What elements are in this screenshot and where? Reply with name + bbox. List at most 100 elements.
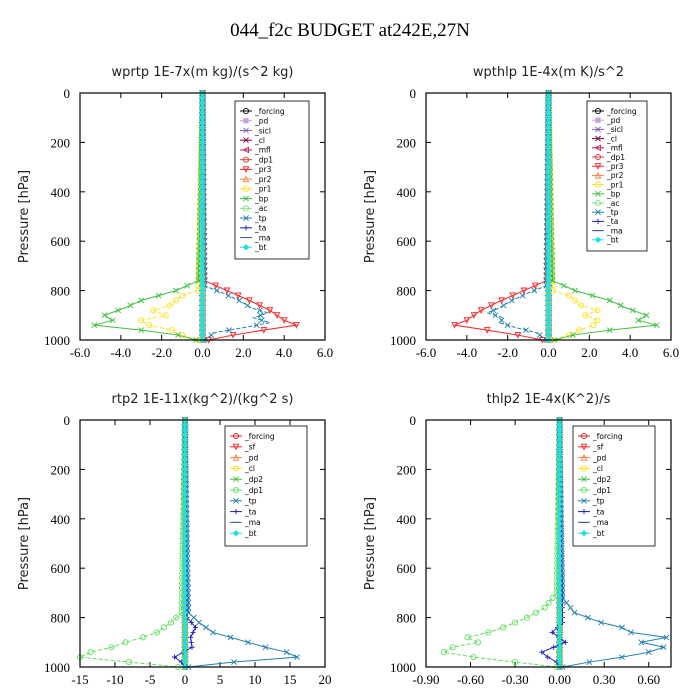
data-point	[470, 654, 477, 661]
series-ta	[539, 417, 569, 670]
data-point	[556, 604, 563, 611]
legend-marker	[242, 166, 250, 174]
legend-marker	[594, 107, 602, 115]
panel-title: thlp2 1E-4x(K^2)/s	[487, 392, 611, 407]
legend-marker	[242, 107, 250, 115]
series-line	[78, 419, 186, 668]
plot-frame	[425, 419, 672, 668]
data-point	[449, 644, 456, 651]
data-point	[223, 287, 231, 295]
data-point	[188, 619, 194, 626]
data-point	[635, 317, 642, 324]
legend-entry: _pr1	[254, 185, 272, 194]
y-tick-label: 800	[397, 284, 417, 299]
data-point	[551, 644, 557, 650]
legend-marker	[243, 137, 249, 144]
legend-entry: _dp2	[244, 475, 263, 484]
legend-marker	[580, 530, 588, 537]
data-point	[199, 144, 206, 151]
data-point	[545, 144, 552, 151]
data-point	[153, 629, 161, 636]
data-point	[168, 327, 175, 334]
panel-title: rtp2 1E-11x(kg^2)/(kg^2 s)	[112, 392, 294, 407]
legend-marker	[232, 486, 240, 494]
data-point	[549, 594, 556, 601]
data-point	[199, 242, 206, 250]
data-point	[556, 476, 563, 483]
data-point	[210, 629, 216, 636]
data-point	[570, 332, 576, 338]
data-point	[545, 139, 552, 146]
data-point	[108, 644, 115, 651]
data-point	[138, 297, 145, 304]
data-point	[109, 317, 116, 324]
legend-marker	[242, 244, 250, 251]
data-point	[293, 322, 300, 329]
data-point	[188, 639, 194, 645]
data-point	[586, 659, 593, 665]
legend-marker	[581, 476, 587, 483]
data-point	[199, 302, 206, 309]
data-point	[545, 272, 552, 279]
data-point	[545, 158, 552, 166]
data-point	[545, 208, 552, 215]
data-point	[91, 322, 98, 329]
data-point	[488, 302, 495, 310]
data-point	[181, 515, 189, 522]
data-point	[556, 471, 563, 478]
data-point	[598, 619, 605, 626]
data-point	[199, 203, 206, 210]
data-point	[545, 599, 552, 606]
series-line	[94, 92, 203, 341]
panel-title: wprtp 1E-7x(m kg)/(s^2 kg)	[112, 65, 294, 80]
data-point	[560, 282, 567, 289]
legend-entry: _cl	[592, 464, 603, 473]
data-point	[213, 287, 220, 294]
legend-entry: _cl	[254, 136, 265, 145]
x-tick-label: -0.30	[502, 672, 529, 687]
x-tick-label: -15	[71, 672, 88, 687]
data-point	[536, 332, 543, 338]
x-tick-label: 6.0	[317, 345, 333, 360]
data-point	[199, 193, 206, 200]
data-point	[545, 317, 552, 324]
x-tick-label: -6.0	[70, 345, 91, 360]
data-point	[627, 629, 634, 636]
x-tick-label: 0.00	[548, 672, 571, 687]
data-point	[556, 441, 563, 448]
legend-entry: _forcing	[244, 432, 275, 441]
data-point	[545, 114, 552, 121]
data-point	[260, 327, 268, 334]
data-point	[556, 644, 563, 651]
data-point	[483, 327, 491, 334]
data-point	[556, 584, 563, 592]
legend-entry: _bp	[606, 190, 621, 199]
legend-marker	[580, 486, 588, 494]
series-bt	[181, 416, 189, 671]
data-point	[545, 168, 552, 176]
legend-entry: _pr3	[606, 162, 624, 171]
series-dp1	[440, 416, 563, 671]
x-tick-label: 4.0	[276, 345, 292, 360]
x-tick-label: 0.0	[194, 345, 210, 360]
data-point	[556, 589, 563, 597]
data-point	[181, 658, 189, 666]
data-point	[556, 569, 563, 577]
data-point	[181, 550, 189, 557]
data-point	[181, 441, 189, 448]
legend-entry: _bp	[254, 194, 269, 203]
x-tick-label: 2.0	[235, 345, 251, 360]
data-point	[556, 461, 563, 468]
legend-marker	[243, 215, 249, 221]
data-point	[181, 614, 189, 621]
legend-entry: _bt	[606, 236, 619, 245]
legend-entry: _sf	[592, 443, 604, 452]
legend-entry: _ma	[592, 518, 609, 527]
data-point	[280, 317, 288, 324]
data-point	[273, 312, 281, 319]
data-point	[545, 213, 552, 220]
data-point	[571, 297, 579, 304]
data-point	[181, 500, 189, 508]
y-axis-label: Pressure [hPa]	[17, 497, 32, 590]
chart-panel-1: wprtp 1E-7x(m kg)/(s^2 kg) Pressure [hPa]…	[17, 65, 333, 360]
